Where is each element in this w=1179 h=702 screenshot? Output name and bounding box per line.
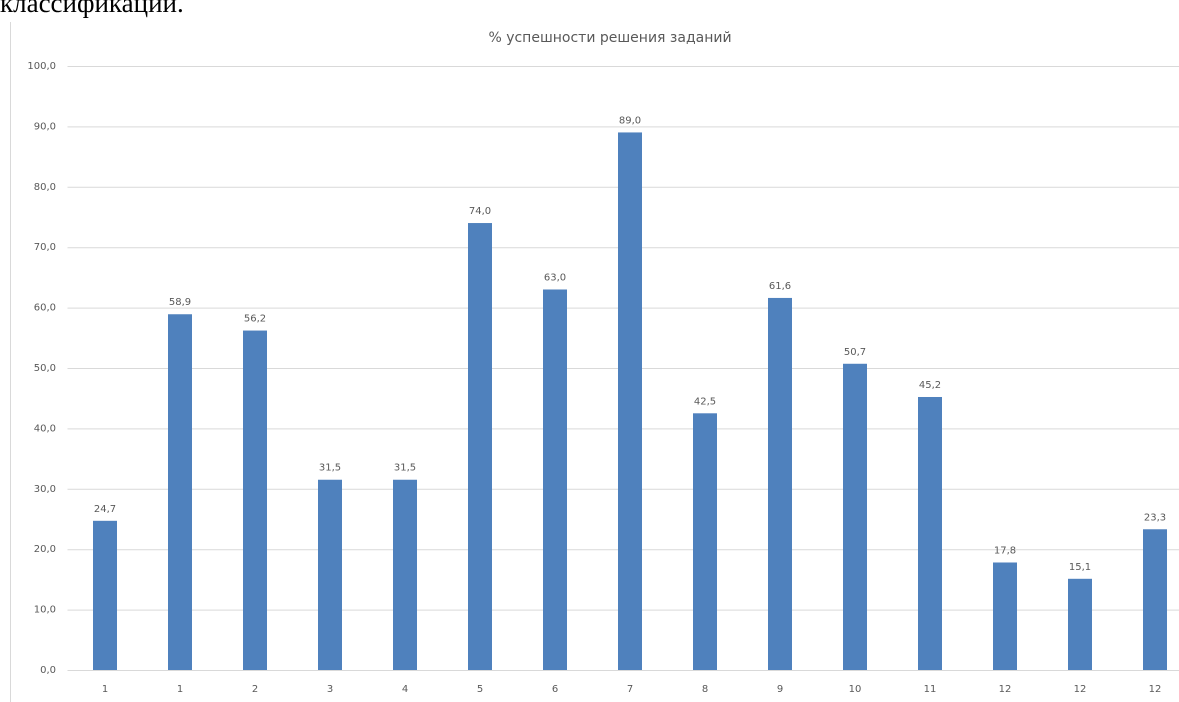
x-tick-label: 1 — [177, 684, 183, 695]
value-label: 74,0 — [469, 206, 491, 217]
y-tick-label: 0,0 — [40, 665, 56, 676]
x-tick-label: 9 — [777, 684, 783, 695]
bar — [1068, 578, 1092, 670]
bar — [468, 223, 492, 671]
value-label: 31,5 — [319, 463, 341, 474]
x-tick-label: 12 — [999, 684, 1012, 695]
value-label: 45,2 — [919, 380, 941, 391]
y-tick-label: 100,0 — [27, 61, 56, 72]
bar — [243, 330, 267, 670]
y-tick-label: 70,0 — [34, 242, 56, 253]
value-label: 89,0 — [619, 115, 641, 126]
x-tick-label: 2 — [252, 684, 258, 695]
bar — [543, 289, 567, 670]
value-label: 15,1 — [1069, 562, 1091, 573]
value-label: 23,3 — [1144, 512, 1166, 523]
y-tick-label: 40,0 — [34, 423, 56, 434]
document-text: классификации. — [0, 0, 184, 18]
x-tick-label: 7 — [627, 684, 633, 695]
bar — [693, 413, 717, 670]
value-label: 50,7 — [844, 347, 866, 358]
value-label: 56,2 — [244, 314, 266, 325]
x-tick-label: 1 — [102, 684, 108, 695]
bar — [168, 314, 192, 670]
value-label: 31,5 — [394, 463, 416, 474]
value-label: 17,8 — [994, 545, 1016, 556]
bar — [1143, 529, 1167, 670]
bar — [318, 479, 342, 670]
y-tick-label: 50,0 — [34, 363, 56, 374]
bar — [618, 132, 642, 670]
x-tick-label: 3 — [327, 684, 333, 695]
bar — [843, 363, 867, 670]
x-tick-label: 11 — [924, 684, 937, 695]
x-tick-label: 5 — [477, 684, 483, 695]
y-tick-label: 60,0 — [34, 303, 56, 314]
y-tick-label: 80,0 — [34, 182, 56, 193]
y-tick-label: 90,0 — [34, 121, 56, 132]
x-tick-label: 12 — [1149, 684, 1162, 695]
value-label: 24,7 — [94, 504, 116, 515]
bar — [768, 297, 792, 670]
x-tick-label: 8 — [702, 684, 708, 695]
bar — [918, 396, 942, 670]
bar — [93, 520, 117, 670]
x-tick-label: 10 — [849, 684, 862, 695]
value-label: 42,5 — [694, 396, 716, 407]
bar — [993, 562, 1017, 670]
value-label: 63,0 — [544, 272, 566, 283]
y-tick-label: 20,0 — [34, 544, 56, 555]
x-tick-label: 4 — [402, 684, 408, 695]
value-label: 61,6 — [769, 281, 791, 292]
value-label: 58,9 — [169, 297, 191, 308]
bar — [393, 479, 417, 670]
y-tick-label: 30,0 — [34, 484, 56, 495]
y-tick-label: 10,0 — [34, 605, 56, 616]
x-tick-label: 6 — [552, 684, 558, 695]
chart-title: % успешности решения заданий — [488, 30, 731, 46]
x-tick-label: 12 — [1074, 684, 1087, 695]
